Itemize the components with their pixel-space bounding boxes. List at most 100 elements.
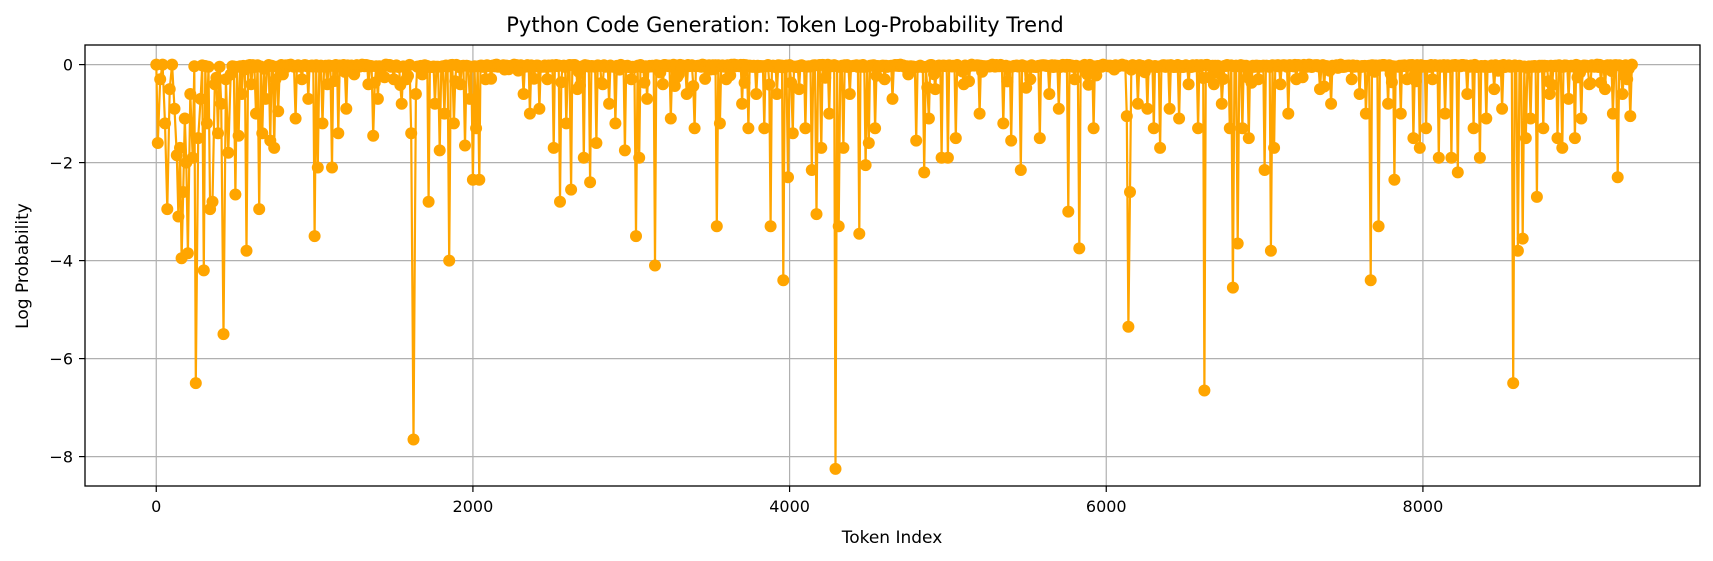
data-point bbox=[1507, 377, 1520, 390]
data-point bbox=[1543, 88, 1556, 100]
data-point bbox=[184, 88, 197, 100]
data-point bbox=[168, 102, 181, 115]
data-point bbox=[156, 58, 169, 71]
data-point bbox=[1382, 97, 1395, 110]
data-point bbox=[799, 122, 812, 135]
data-point bbox=[1599, 83, 1611, 96]
data-point bbox=[777, 274, 790, 287]
data-point bbox=[332, 127, 345, 140]
data-point bbox=[1141, 102, 1154, 115]
data-point bbox=[590, 137, 603, 149]
data-point bbox=[1001, 75, 1014, 88]
data-point bbox=[1325, 97, 1338, 110]
data-point bbox=[528, 72, 540, 85]
data-point bbox=[574, 79, 586, 92]
data-point bbox=[232, 129, 245, 142]
data-point bbox=[422, 195, 435, 208]
data-point bbox=[819, 71, 832, 84]
data-point bbox=[770, 88, 783, 100]
data-point bbox=[268, 141, 281, 154]
data-point bbox=[485, 72, 498, 85]
data-point bbox=[815, 141, 828, 154]
data-point bbox=[793, 83, 806, 96]
data-point bbox=[1426, 73, 1439, 86]
data-point bbox=[1624, 110, 1637, 123]
data-point bbox=[699, 72, 712, 85]
data-point bbox=[1192, 122, 1205, 135]
data-point bbox=[949, 132, 962, 145]
data-point bbox=[189, 377, 202, 390]
data-point bbox=[668, 80, 681, 92]
data-point bbox=[1420, 122, 1433, 135]
data-point bbox=[1252, 73, 1265, 86]
data-point bbox=[630, 230, 642, 243]
data-point bbox=[166, 58, 179, 71]
data-point bbox=[997, 117, 1010, 130]
data-point bbox=[1223, 122, 1236, 135]
series-orange bbox=[150, 58, 1638, 475]
data-point bbox=[555, 76, 568, 89]
data-point bbox=[750, 88, 763, 100]
data-point bbox=[1394, 107, 1407, 120]
series-line bbox=[155, 63, 1633, 470]
data-point bbox=[473, 173, 486, 186]
data-point bbox=[609, 117, 622, 130]
data-point bbox=[328, 75, 341, 87]
data-point bbox=[340, 102, 353, 115]
data-point bbox=[1345, 73, 1358, 86]
data-point bbox=[832, 220, 845, 233]
data-point bbox=[547, 141, 560, 154]
data-point bbox=[174, 141, 186, 154]
data-point bbox=[1296, 71, 1309, 84]
data-point bbox=[560, 117, 573, 130]
data-point bbox=[680, 88, 693, 100]
data-point bbox=[459, 139, 471, 152]
data-point bbox=[367, 129, 380, 142]
data-point bbox=[229, 188, 242, 201]
data-point bbox=[428, 97, 441, 110]
data-point bbox=[1568, 132, 1581, 145]
data-point bbox=[1124, 186, 1136, 198]
data-point bbox=[1439, 107, 1452, 120]
data-point bbox=[758, 122, 771, 135]
data-point bbox=[664, 112, 677, 125]
data-point bbox=[786, 127, 799, 140]
data-point bbox=[235, 88, 248, 100]
data-point bbox=[1364, 274, 1377, 287]
data-point bbox=[259, 92, 272, 105]
data-point bbox=[250, 107, 262, 120]
data-point bbox=[625, 73, 638, 86]
data-point bbox=[1073, 242, 1086, 255]
data-point bbox=[463, 92, 476, 105]
data-point bbox=[1268, 141, 1281, 154]
data-point bbox=[302, 92, 315, 105]
data-point bbox=[256, 127, 269, 140]
data-point bbox=[253, 203, 266, 216]
data-point bbox=[1024, 73, 1037, 86]
data-point bbox=[1516, 232, 1529, 245]
data-point bbox=[1546, 79, 1559, 91]
data-point bbox=[724, 69, 737, 82]
data-point bbox=[1537, 122, 1550, 135]
data-point bbox=[1551, 132, 1564, 145]
data-point bbox=[159, 117, 171, 130]
data-point bbox=[1282, 107, 1295, 120]
data-point bbox=[742, 122, 755, 135]
data-point bbox=[577, 151, 590, 164]
data-point bbox=[308, 230, 321, 243]
data-point bbox=[1519, 132, 1532, 145]
axes: 0 2000 4000 6000 8000 0 −2 −4 −6 −8 bbox=[49, 56, 1443, 516]
data-point bbox=[212, 127, 224, 140]
data-point bbox=[206, 195, 219, 208]
data-point bbox=[517, 88, 530, 100]
data-point bbox=[853, 227, 866, 240]
data-point bbox=[443, 254, 456, 267]
data-point bbox=[1082, 78, 1095, 91]
data-point bbox=[862, 137, 875, 149]
data-point bbox=[316, 117, 329, 130]
data-point bbox=[1215, 97, 1228, 110]
data-point bbox=[687, 80, 700, 93]
data-point bbox=[584, 176, 597, 189]
